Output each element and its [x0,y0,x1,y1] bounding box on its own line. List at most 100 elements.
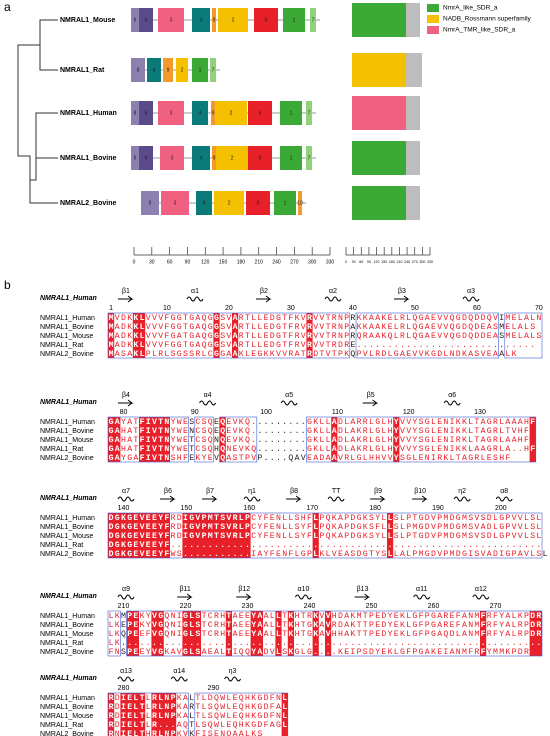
sequence: DGKGEVEEYFWS...........IAYFENFLGPLKLVEAS… [109,550,548,559]
structure-label: β12 [238,586,250,593]
motif-label: 3 [170,110,173,116]
sequence-name: NMRAL1_Rat [40,446,83,453]
structure-glyph [186,296,204,302]
structure-label: β4 [122,392,130,399]
sequence: MASAKLPLRLSGSSRLCGGAAKLEGKKVVRATRDTVTPKQ… [109,350,517,359]
sequence: GAYGAFIVTNSHFEKYEVQASTPVP....QAVEADAAVRL… [109,454,511,463]
scale-label: 120 [374,260,380,264]
conserved-block [529,417,536,462]
scale-label: 60 [359,260,363,264]
ruler-label: 170 [306,505,318,512]
ruler-label: 210 [118,603,130,610]
domain-box [352,53,406,87]
sequence-name: NMRAL1_Human [40,515,95,522]
reference-label: NMRAL1_Human [40,675,97,682]
scale-label: 120 [201,259,210,265]
motif-label: 8 [149,200,152,206]
motif-label: 7 [312,17,315,23]
structure-label: β3 [398,288,406,295]
conserved-block [312,611,319,656]
scale-label: 150 [381,260,387,264]
sequence-name: NMRAL1_Bovine [40,622,94,629]
conserved-block [213,313,220,358]
scale-label: 270 [290,259,299,265]
conserved-block [108,313,115,358]
reference-label: NMRAL1_Human [40,593,97,600]
motif-box [163,58,173,82]
ruler-label: 120 [403,409,415,416]
motif-box [283,8,305,32]
motif-label: 4 [153,67,156,73]
motif-label: 7 [212,67,215,73]
motif-box [192,101,208,125]
conserved-block [139,417,170,462]
motif-box [131,58,145,82]
structure-glyph [117,594,135,600]
legend-label: NmrA_like_SDR_a [443,5,498,12]
motif-box [192,146,210,170]
scale-label: 240 [272,259,281,265]
motif-box [218,8,248,32]
structure-glyph [286,495,302,503]
species-label: NMRAL1_Mouse [60,17,115,24]
structure-glyph [177,593,193,601]
ruler-label: 180 [369,505,381,512]
conserved-block [306,313,313,358]
sequence-name: NMRAL1_Human [40,315,95,322]
legend-swatch [427,26,439,34]
structure-label: η3 [229,668,237,675]
structure-label: α5 [285,392,293,399]
structure-glyph [394,295,410,303]
sequence-name: NMRAL1_Human [40,695,95,702]
conserved-block [219,417,226,462]
scale-label: 90 [367,260,371,264]
structure-glyph [117,496,135,502]
structure-label: α11 [416,586,427,593]
motif-box [192,58,208,82]
ruler-label: 130 [474,409,486,416]
structure-label: α1 [191,288,199,295]
motif-box [254,8,278,32]
structure-label: β10 [414,488,426,495]
reference-label: NMRAL1_Human [40,399,97,406]
structure-label: α8 [500,488,508,495]
domain-tail [406,3,420,37]
motif-label: 4 [203,200,206,206]
structure-label: α2 [329,288,337,295]
structure-glyph [224,676,241,682]
sequence-name: NMRAL1_Mouse [40,333,93,340]
structure-glyph [413,594,431,600]
scale-label: 210 [255,259,264,265]
sequence-name: NMRAL1_Mouse [40,533,93,540]
conserved-block [312,513,319,558]
structure-label: β5 [367,392,375,399]
motif-label: 8 [134,155,137,161]
structure-glyph [462,296,480,302]
ruler-label: 70 [535,305,543,312]
motif-label: 1 [199,67,202,73]
motif-label: 4 [199,110,202,116]
scale-label: 240 [404,260,410,264]
ruler-label: 100 [260,409,272,416]
ruler-label: 110 [332,409,343,416]
domain-tail [406,141,420,175]
motif-label: 2 [230,110,233,116]
motif-box [306,146,312,170]
motif-label: 1 [293,17,296,23]
scale-label: 90 [185,259,191,265]
structure-glyph [243,496,261,502]
motif-label: 4 [200,155,203,161]
structure-label: β9 [374,488,382,495]
conserved-block [331,417,338,462]
motif-box [141,191,159,215]
motif-box [196,191,212,215]
motif-label: 2 [181,67,184,73]
structure-glyph [294,594,312,600]
similar-frame [504,312,543,359]
sequence-name: NMRAL1_Mouse [40,631,93,638]
motif-label: 2 [232,17,235,23]
scale-label: 30 [352,260,356,264]
sequence: DGKGEVEEYFRDIGVPMTSVRLPCYFENLLSYFLPQKAPD… [109,532,542,541]
sequence-name: NMRAL2_Bovine [40,731,94,736]
similar-frame [219,416,258,463]
